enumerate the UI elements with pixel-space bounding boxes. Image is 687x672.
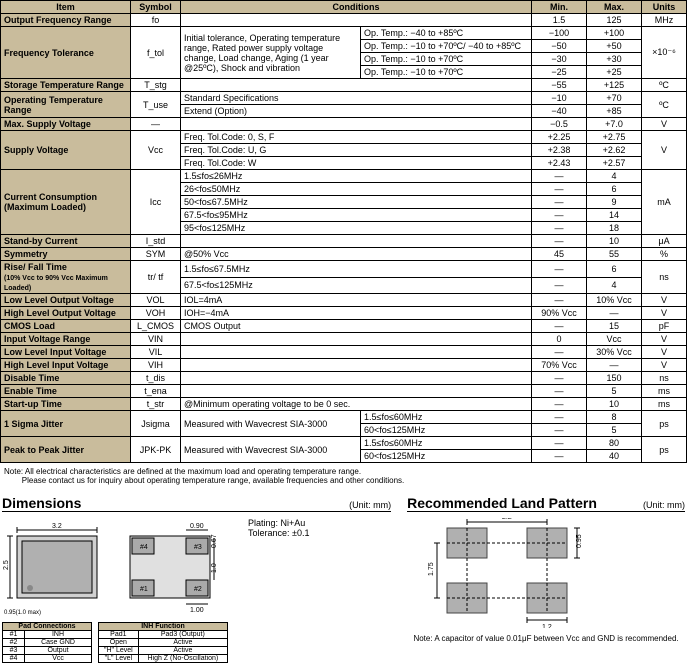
svg-text:1.75: 1.75 xyxy=(428,562,435,576)
col-symbol: Symbol xyxy=(131,1,181,14)
package-top-view: 3.2 2.5 0.95(1.0 max) xyxy=(2,518,112,618)
svg-text:2.2: 2.2 xyxy=(502,518,512,521)
footnote: Note: All electrical characteristics are… xyxy=(4,467,687,485)
land-pattern-section: Recommended Land Pattern(Unit: mm) 2.2 1… xyxy=(407,495,685,663)
inh-function-table: INH FunctionPad1Pad3 (Output)OpenActive"… xyxy=(98,622,228,663)
svg-text:0.95(1.0 max): 0.95(1.0 max) xyxy=(4,610,41,616)
col-conditions: Conditions xyxy=(181,1,532,14)
spec-table: Item Symbol Conditions Min. Max. Units O… xyxy=(0,0,687,463)
svg-text:1.2: 1.2 xyxy=(542,624,552,628)
pad-connections-table: Pad Connections#1INH#2Case GND#3Output#4… xyxy=(2,622,92,663)
svg-text:#1: #1 xyxy=(140,586,148,593)
col-units: Units xyxy=(642,1,687,14)
col-item: Item xyxy=(1,1,131,14)
land-pattern-diagram: 2.2 1.75 0.95 1.2 xyxy=(407,518,627,628)
svg-text:0.67: 0.67 xyxy=(211,534,218,548)
svg-text:2.5: 2.5 xyxy=(3,560,10,570)
package-bottom-view: #4 #3 #1 #2 0.90 0.67 1.0 1.00 xyxy=(120,518,220,618)
svg-text:3.2: 3.2 xyxy=(52,523,62,530)
svg-text:#3: #3 xyxy=(194,544,202,551)
svg-text:1.00: 1.00 xyxy=(190,607,204,614)
svg-text:#2: #2 xyxy=(194,586,202,593)
svg-text:0.90: 0.90 xyxy=(190,523,204,530)
svg-text:#4: #4 xyxy=(140,544,148,551)
svg-text:0.95: 0.95 xyxy=(576,534,583,548)
svg-text:1.0: 1.0 xyxy=(211,563,218,573)
dimensions-section: Dimensions(Unit: mm) 3.2 2.5 0.95(1.0 ma… xyxy=(2,495,391,663)
col-max: Max. xyxy=(587,1,642,14)
col-min: Min. xyxy=(532,1,587,14)
